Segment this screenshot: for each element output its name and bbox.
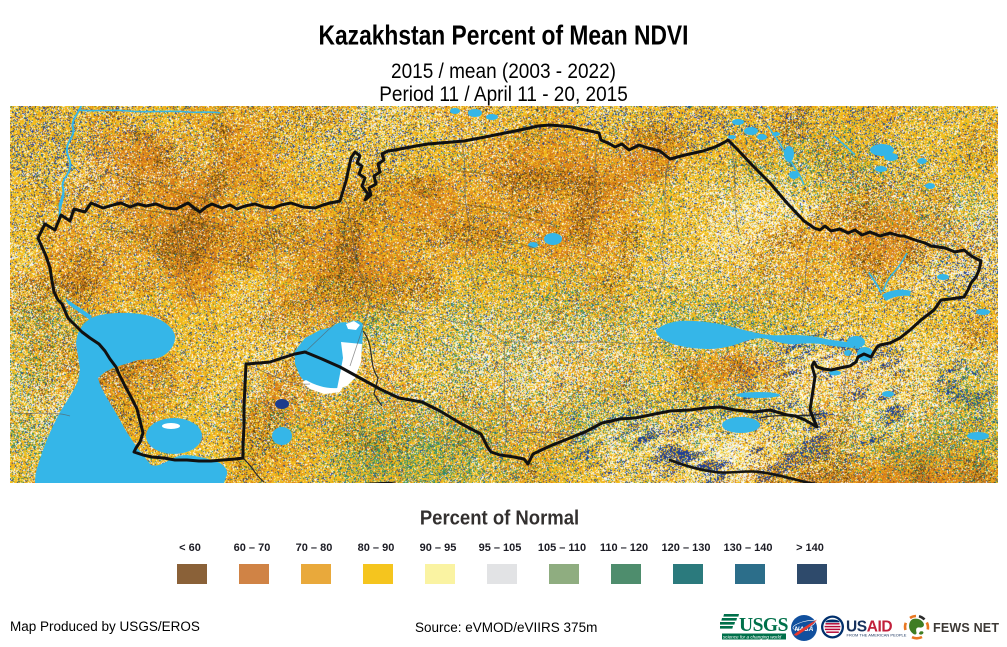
svg-text:USAID: USAID (846, 619, 892, 636)
svg-text:USGS: USGS (739, 615, 789, 636)
svg-text:science for a changing world: science for a changing world (723, 635, 782, 640)
svg-text:FROM THE AMERICAN PEOPLE: FROM THE AMERICAN PEOPLE (847, 633, 907, 638)
svg-text:FEWS NET: FEWS NET (933, 621, 999, 635)
